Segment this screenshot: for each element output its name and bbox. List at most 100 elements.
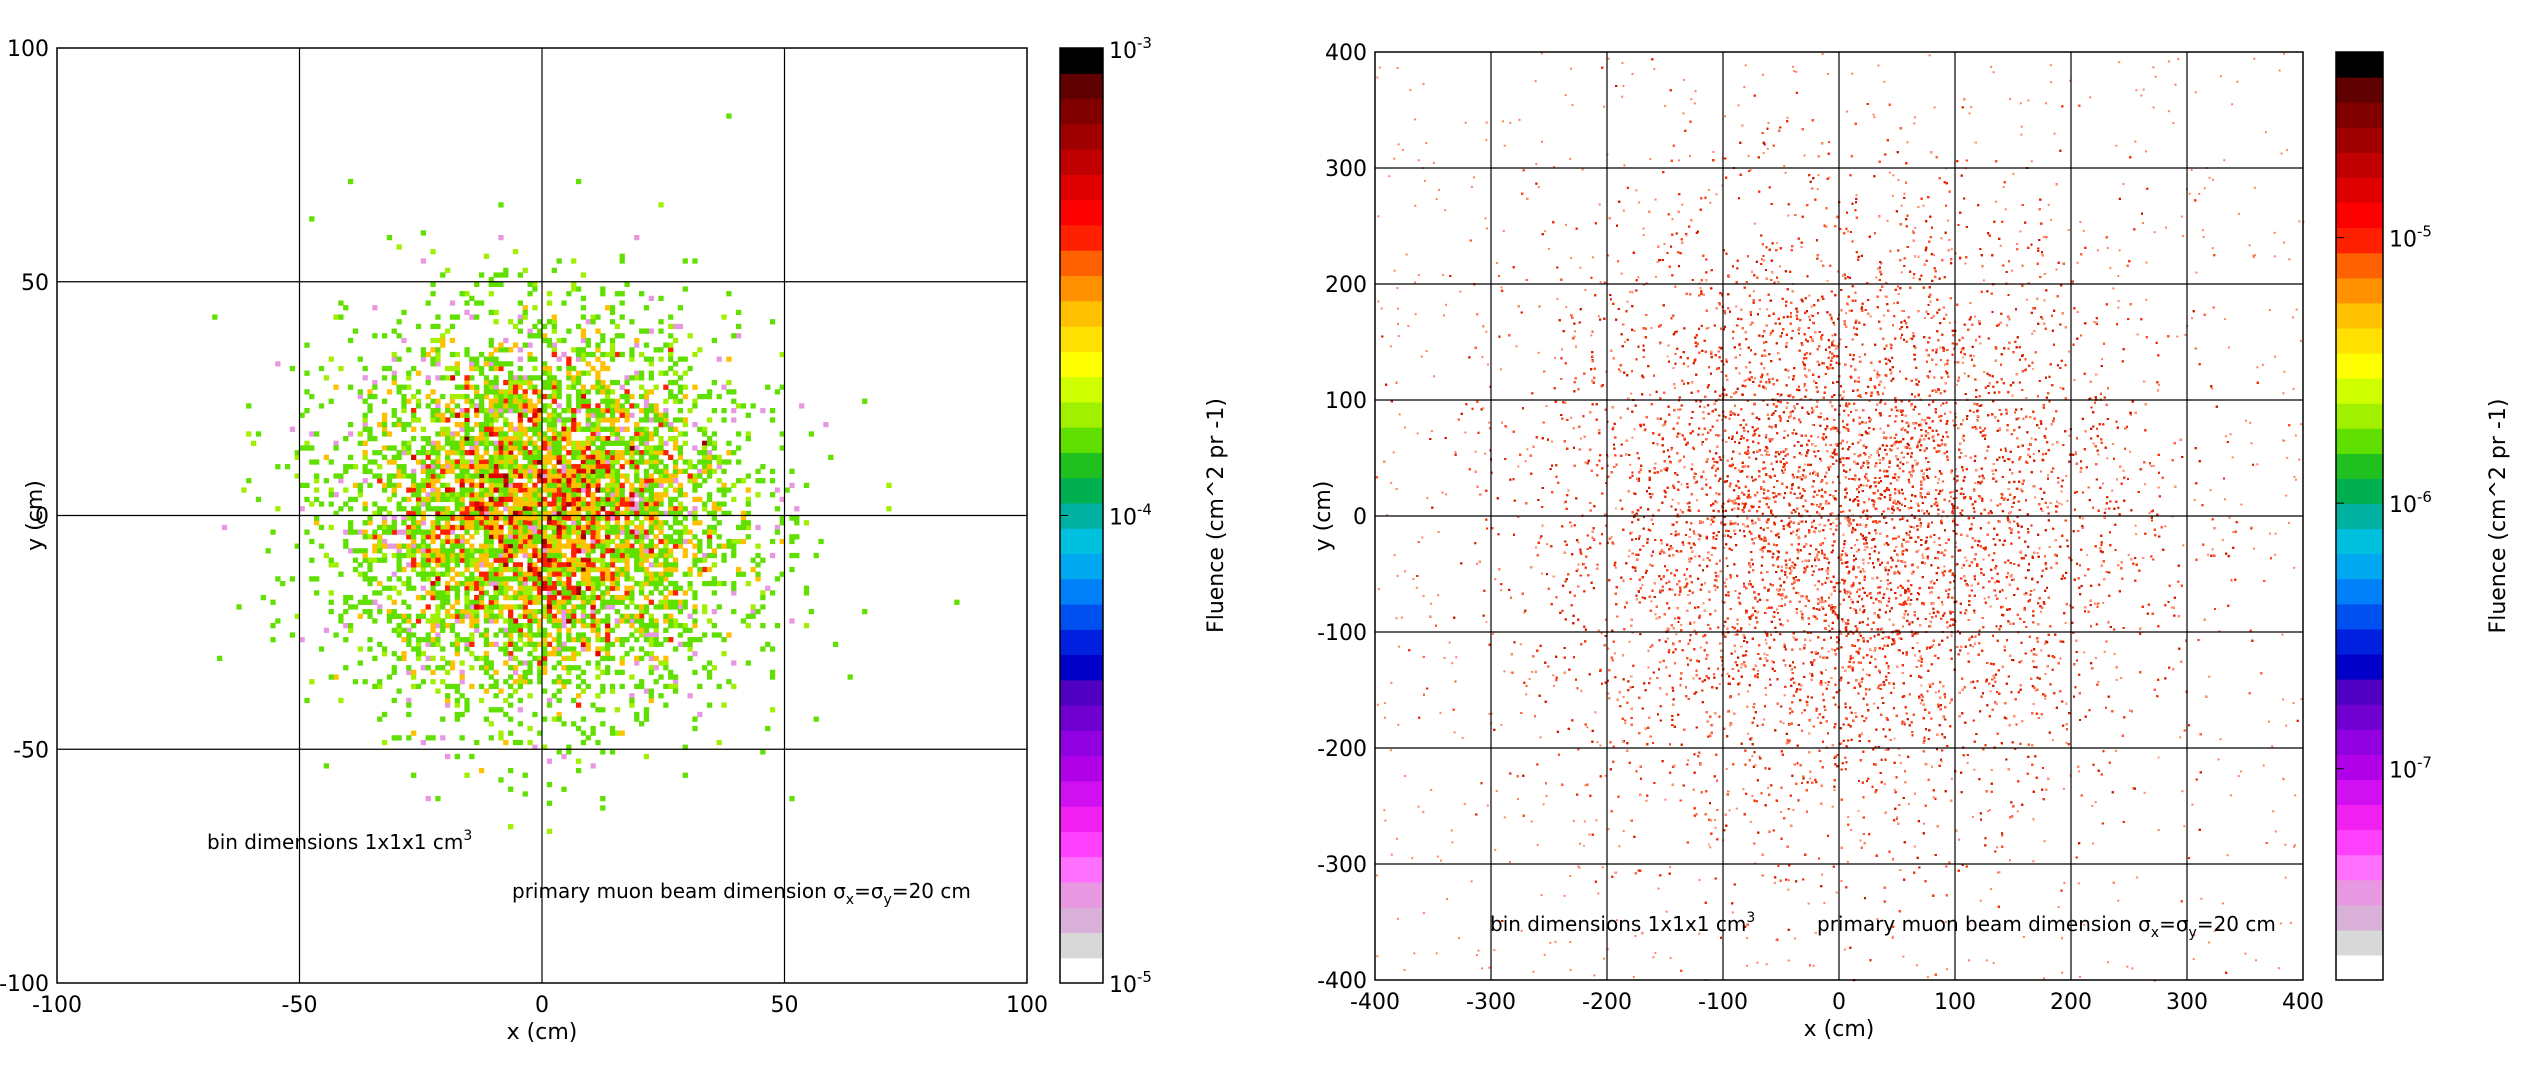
heatmap-cell	[654, 665, 659, 670]
heatmap-cell	[445, 754, 450, 759]
heatmap-cell	[489, 544, 494, 549]
heatmap-cell	[605, 389, 610, 394]
heatmap-cell	[697, 712, 702, 717]
heatmap-cell	[445, 548, 450, 553]
heatmap-cell	[494, 530, 499, 535]
heatmap-cell	[552, 473, 557, 478]
heatmap-cell	[644, 754, 649, 759]
heatmap-cell	[600, 385, 605, 390]
heatmap-cell	[649, 553, 654, 558]
heatmap-cell	[581, 544, 586, 549]
heatmap-cell	[620, 660, 625, 665]
heatmap-cell	[605, 670, 610, 675]
heatmap-cell	[523, 576, 528, 581]
heatmap-cell	[426, 450, 431, 455]
heatmap-cell	[654, 478, 659, 483]
heatmap-cell	[527, 469, 532, 474]
heatmap-cell	[654, 492, 659, 497]
heatmap-cell	[513, 740, 518, 745]
heatmap-cell	[586, 623, 591, 628]
heatmap-cell	[634, 656, 639, 661]
heatmap-cell	[557, 628, 562, 633]
heatmap-cell	[668, 324, 673, 329]
heatmap-cell	[532, 497, 537, 502]
heatmap-cell	[654, 459, 659, 464]
heatmap-cell	[435, 548, 440, 553]
heatmap-cell	[246, 431, 251, 436]
heatmap-cell	[523, 632, 528, 637]
heatmap-cell	[440, 679, 445, 684]
heatmap-cell	[683, 623, 688, 628]
heatmap-cell	[513, 562, 518, 567]
heatmap-cell	[445, 431, 450, 436]
heatmap-cell	[494, 431, 499, 436]
heatmap-cell	[523, 623, 528, 628]
heatmap-cell	[581, 296, 586, 301]
heatmap-cell	[542, 637, 547, 642]
heatmap-cell	[401, 628, 406, 633]
heatmap-cell	[527, 637, 532, 642]
heatmap-cell	[581, 403, 586, 408]
heatmap-cell	[498, 539, 503, 544]
heatmap-cell	[469, 450, 474, 455]
heatmap-cell	[460, 464, 465, 469]
heatmap-cell	[532, 385, 537, 390]
heatmap-cell	[649, 520, 654, 525]
heatmap-cell	[513, 534, 518, 539]
heatmap-cell	[484, 525, 489, 530]
heatmap-cell	[416, 642, 421, 647]
heatmap-cell	[445, 530, 450, 535]
heatmap-cell	[726, 291, 731, 296]
heatmap-cell	[455, 553, 460, 558]
heatmap-cell	[615, 637, 620, 642]
heatmap-cell	[576, 478, 581, 483]
heatmap-cell	[547, 478, 552, 483]
heatmap-cell	[421, 534, 426, 539]
heatmap-cell	[561, 459, 566, 464]
heatmap-cell	[615, 581, 620, 586]
heatmap-cell	[430, 530, 435, 535]
heatmap-cell	[654, 469, 659, 474]
heatmap-cell	[552, 399, 557, 404]
heatmap-cell	[886, 506, 891, 511]
heatmap-cell	[581, 371, 586, 376]
heatmap-cell	[411, 539, 416, 544]
heatmap-cell	[532, 469, 537, 474]
heatmap-cell	[523, 492, 528, 497]
heatmap-cell	[726, 389, 731, 394]
heatmap-cell	[363, 501, 368, 506]
heatmap-cell	[455, 703, 460, 708]
heatmap-cell	[794, 534, 799, 539]
heatmap-cell	[624, 478, 629, 483]
heatmap-cell	[460, 408, 465, 413]
heatmap-cell	[595, 539, 600, 544]
heatmap-cell	[649, 389, 654, 394]
heatmap-cell	[450, 553, 455, 558]
heatmap-cell	[445, 534, 450, 539]
heatmap-cell	[518, 534, 523, 539]
heatmap-cell	[464, 642, 469, 647]
heatmap-cell	[639, 614, 644, 619]
heatmap-cell	[571, 445, 576, 450]
heatmap-cell	[629, 703, 634, 708]
heatmap-cell	[615, 558, 620, 563]
heatmap-cell	[392, 628, 397, 633]
heatmap-cell	[615, 520, 620, 525]
heatmap-cell	[697, 497, 702, 502]
heatmap-cell	[440, 272, 445, 277]
heatmap-cell	[702, 459, 707, 464]
heatmap-cell	[581, 333, 586, 338]
heatmap-cell	[479, 656, 484, 661]
heatmap-cell	[561, 595, 566, 600]
heatmap-cell	[731, 684, 736, 689]
heatmap-cell	[523, 544, 528, 549]
heatmap-cell	[542, 642, 547, 647]
heatmap-cell	[610, 389, 615, 394]
heatmap-cell	[484, 492, 489, 497]
heatmap-cell	[256, 497, 261, 502]
heatmap-cell	[469, 548, 474, 553]
heatmap-cell	[333, 441, 338, 446]
heatmap-cell	[416, 399, 421, 404]
heatmap-cell	[450, 642, 455, 647]
heatmap-cell	[464, 478, 469, 483]
